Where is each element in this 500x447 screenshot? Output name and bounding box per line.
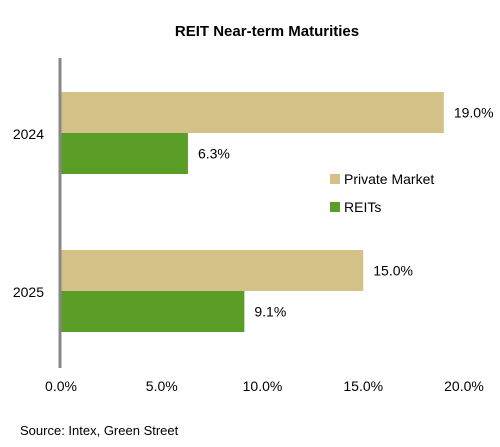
legend-label-reits: REITs [344,199,381,215]
x-ticks-layer: 0.0% 5.0% 10.0% 15.0% 20.0% [45,378,484,394]
bar-2024-reits [61,133,188,174]
x-tick-label: 15.0% [343,378,383,394]
data-label-2025-private-market: 15.0% [373,263,413,279]
y-ticks-layer: 2024 2025 [13,126,44,300]
legend-swatch-reits [330,202,340,212]
x-tick-label: 5.0% [146,378,178,394]
legend: Private Market REITs [330,171,434,215]
x-tick-label: 10.0% [243,378,283,394]
x-tick-label: 20.0% [444,378,484,394]
data-label-2024-private-market: 19.0% [454,105,494,121]
y-tick-label-2025: 2025 [13,284,44,300]
x-tick-label: 0.0% [45,378,77,394]
data-label-2024-reits: 6.3% [198,146,230,162]
data-label-2025-reits: 9.1% [254,304,286,320]
bar-2025-private-market [61,250,364,291]
data-labels-layer: 19.0% 6.3% 15.0% 9.1% [198,105,494,320]
chart-title: REIT Near-term Maturities [175,23,359,40]
legend-label-private-market: Private Market [344,171,434,187]
bar-2025-reits [61,291,245,332]
bars-layer [61,92,444,332]
bar-2024-private-market [61,92,444,133]
legend-swatch-private-market [330,174,340,184]
source-note: Source: Intex, Green Street [20,423,179,438]
y-tick-label-2024: 2024 [13,126,44,142]
